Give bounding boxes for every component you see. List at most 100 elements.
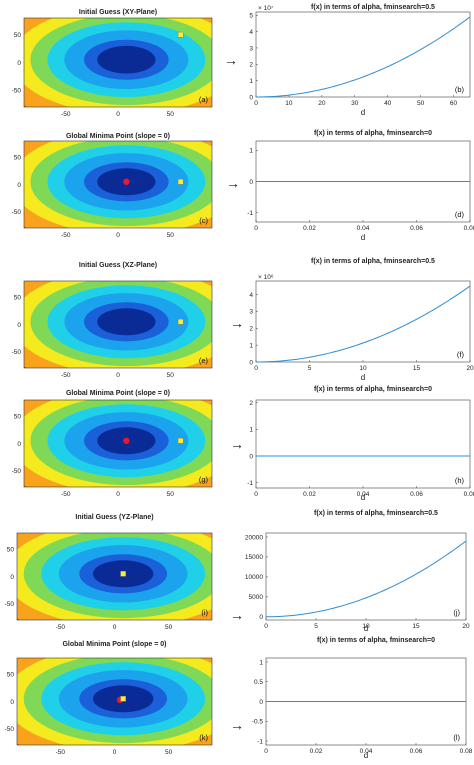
panel-label: (i) — [201, 608, 208, 617]
y-tick-label: 0 — [17, 60, 21, 67]
x-tick-label: 10 — [359, 365, 367, 372]
series-line — [255, 285, 471, 363]
panel-l: f(x) in terms of alpha, fminsearch=0 0 0.0… — [252, 637, 473, 760]
plot-frame — [23, 280, 213, 369]
panel-label: (g) — [199, 475, 209, 484]
plot-frame — [23, 140, 213, 229]
y-tick-label: 50 — [14, 414, 22, 421]
panel-a: Initial Guess (XY-Plane) -50 0 50 50 0 -50 (a) — [12, 9, 213, 118]
y-tick-label: -50 — [12, 88, 22, 95]
panel-label: (b) — [455, 85, 465, 94]
y-tick-label: 0 — [249, 359, 253, 366]
panel-k: Global Minima Point (slope = 0) -50 0 50 50 0… — [5, 641, 213, 756]
x-tick-label: 0.06 — [410, 491, 423, 498]
panel-j: f(x) in terms of alpha, fminsearch=0.5 0 5… — [245, 510, 470, 633]
contour-group — [24, 18, 212, 107]
panel-label: (c) — [199, 216, 208, 225]
y-tick-label: -50 — [12, 209, 22, 216]
axis-exponent: × 10⁶ — [258, 274, 274, 281]
contour-group — [17, 658, 212, 745]
initial-guess-marker — [177, 437, 184, 444]
chart-title: Initial Guess (YZ-Plane) — [75, 514, 153, 521]
panel-f: f(x) in terms of alpha, fminsearch=0.5 0 5… — [249, 258, 474, 382]
y-tick-label: 2 — [249, 62, 253, 69]
y-tick-label: 0 — [249, 179, 253, 186]
x-tick-label: -50 — [56, 749, 66, 756]
global-minimum-marker — [123, 437, 130, 444]
panel-label: (f) — [457, 350, 465, 359]
y-tick-label: 0 — [259, 699, 263, 706]
x-tick-label: 50 — [167, 232, 175, 239]
chart-title: f(x) in terms of alpha, fminsearch=0 — [317, 637, 435, 644]
x-tick-label: 0.02 — [303, 225, 316, 232]
y-tick-label: 0 — [17, 322, 21, 329]
x-tick-label: 0 — [264, 623, 268, 630]
x-tick-label: 0 — [116, 372, 120, 379]
x-tick-label: 5 — [308, 365, 312, 372]
y-tick-label: -1 — [257, 738, 263, 745]
chart-title: f(x) in terms of alpha, fminsearch=0 — [314, 130, 432, 137]
plot-frame — [265, 532, 467, 621]
x-tick-label: 50 — [417, 100, 425, 107]
panel-i: Initial Guess (YZ-Plane) -50 0 50 50 0 -50 (i) — [5, 514, 213, 631]
y-tick-label: 0 — [17, 182, 21, 189]
contour-level — [97, 308, 156, 336]
y-tick-label: 50 — [14, 155, 22, 162]
y-tick-label: 2 — [249, 400, 253, 407]
chart-title: f(x) in terms of alpha, fminsearch=0 — [314, 386, 432, 393]
y-tick-label: 5 — [249, 13, 253, 20]
panel-label: (e) — [199, 356, 209, 365]
x-tick-label: 30 — [351, 100, 359, 107]
arrow-connector: → — [230, 717, 244, 733]
x-tick-label: 0 — [254, 365, 258, 372]
y-tick-label: -1 — [247, 480, 253, 487]
plot-frame — [255, 399, 471, 489]
contour-group — [24, 281, 212, 368]
y-tick-label: 3 — [249, 45, 253, 52]
plot-frame — [16, 657, 213, 746]
x-tick-label: 0.04 — [360, 748, 373, 755]
y-tick-label: -50 — [12, 349, 22, 356]
contour-level — [97, 45, 156, 74]
y-tick-label: 1 — [259, 659, 263, 666]
x-tick-label: 0.06 — [410, 748, 423, 755]
x-tick-label: 0 — [254, 225, 258, 232]
chart-title: Global Minima Point (slope = 0) — [62, 641, 166, 648]
x-tick-label: 0.08 — [464, 491, 474, 498]
x-tick-label: 50 — [167, 491, 175, 498]
panel-g: Global Minima Point (slope = 0) -50 0 50 50 0… — [12, 390, 213, 498]
panel-h: f(x) in terms of alpha, fminsearch=0 0 0.0… — [247, 386, 474, 502]
y-tick-label: 50 — [7, 547, 15, 554]
panel-label: (d) — [455, 210, 465, 219]
contour-group — [17, 533, 212, 620]
y-tick-label: 1 — [249, 148, 253, 155]
y-tick-label: 1 — [249, 427, 253, 434]
x-tick-label: 0 — [254, 100, 258, 107]
x-tick-label: -50 — [61, 111, 71, 118]
plot-frame — [255, 11, 471, 98]
y-tick-label: 0 — [259, 614, 263, 621]
chart-title: Initial Guess (XZ-Plane) — [79, 262, 157, 269]
y-tick-label: 0 — [249, 94, 253, 101]
y-tick-label: 4 — [249, 29, 253, 36]
x-tick-label: -50 — [61, 491, 71, 498]
initial-guess-marker — [177, 31, 184, 38]
x-tick-label: 20 — [466, 365, 474, 372]
chart-title: Global Minima Point (slope = 0) — [66, 133, 170, 140]
y-tick-label: -50 — [5, 726, 15, 733]
y-tick-label: 2 — [249, 326, 253, 333]
x-tick-label: 50 — [167, 372, 175, 379]
y-tick-label: 4 — [249, 292, 253, 299]
panel-b: f(x) in terms of alpha, fminsearch=0.5 0 1… — [249, 4, 471, 117]
x-axis-label: d — [361, 233, 365, 242]
chart-title: f(x) in terms of alpha, fminsearch=0.5 — [311, 4, 435, 11]
panel-label: (a) — [199, 95, 209, 104]
x-tick-label: 0.04 — [357, 491, 370, 498]
x-axis-label: d — [361, 373, 365, 382]
x-axis-label: d — [364, 624, 368, 633]
x-tick-label: 20 — [462, 623, 470, 630]
x-tick-label: -50 — [56, 624, 66, 631]
plot-frame — [16, 532, 213, 621]
panel-e: Initial Guess (XZ-Plane) -50 0 50 50 0 -50 (e) — [12, 262, 213, 379]
x-tick-label: 0 — [116, 232, 120, 239]
